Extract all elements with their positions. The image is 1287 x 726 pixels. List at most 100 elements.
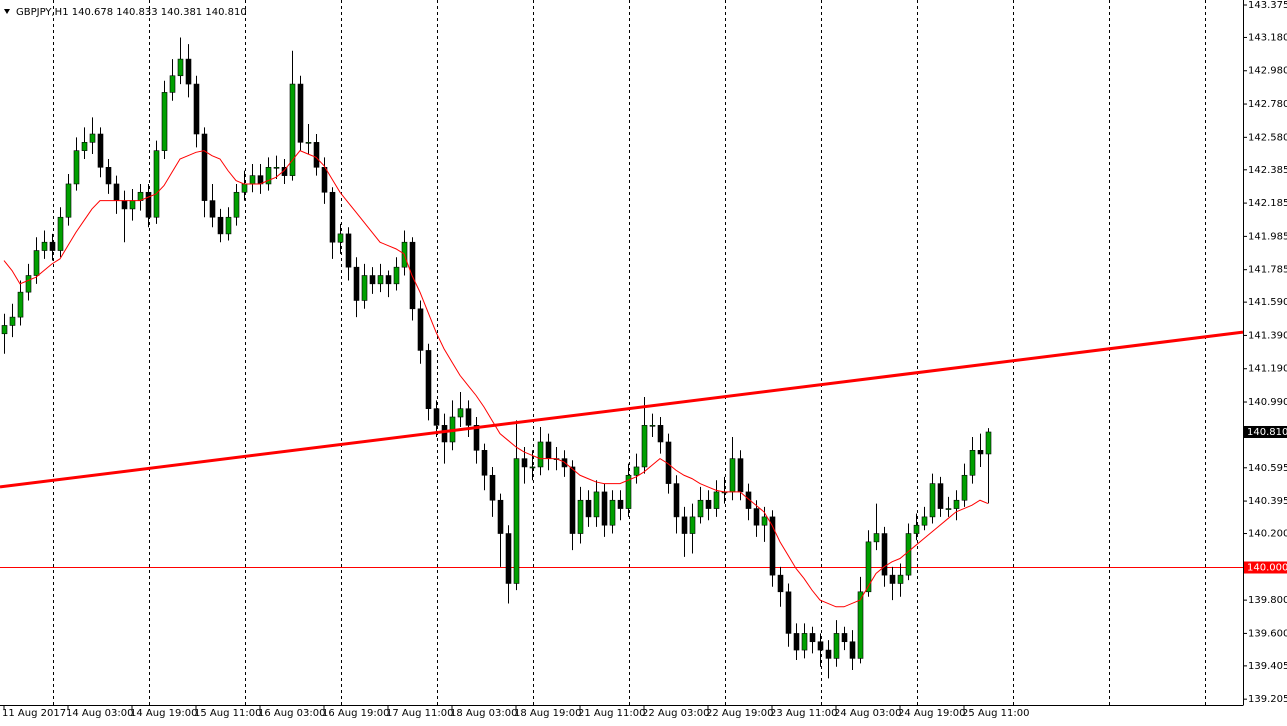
x-tick-label: 14 Aug 19:00 (130, 708, 197, 719)
x-tick-label: 16 Aug 03:00 (258, 708, 325, 719)
candle-body (913, 524, 920, 534)
candle-body (161, 92, 168, 151)
candle-body (25, 275, 32, 293)
x-tick-label: 25 Aug 11:00 (962, 708, 1029, 719)
candle-body (177, 58, 184, 77)
candle-body (657, 425, 664, 443)
y-tick-label: 139.800 (1248, 595, 1287, 606)
candle-body (393, 266, 400, 285)
candle-body (785, 591, 792, 634)
candle-body (425, 350, 432, 409)
candle-body (281, 167, 288, 176)
candle-body (825, 649, 832, 659)
candle-body (9, 316, 16, 326)
y-tick-label: 142.780 (1248, 99, 1287, 110)
candle-body (545, 441, 552, 459)
candle-body (17, 291, 24, 318)
candle-body (729, 458, 736, 493)
y-tick-label: 140.395 (1248, 496, 1287, 507)
candle-body (841, 633, 848, 643)
candle-body (649, 425, 656, 427)
candle-body (809, 633, 816, 643)
candle-body (369, 275, 376, 285)
x-tick-label: 17 Aug 11:00 (386, 708, 453, 719)
y-tick-label: 141.590 (1248, 297, 1287, 308)
candle-body (113, 183, 120, 201)
candle-body (633, 466, 640, 476)
candle-body (145, 191, 152, 218)
level-label-box (1244, 561, 1287, 574)
candle-body (385, 275, 392, 285)
candle-body (601, 491, 608, 526)
candle-body (945, 508, 952, 510)
chart-title: GBPJPY,H1 140.678 140.833 140.381 140.81… (16, 7, 247, 18)
candle-body (889, 574, 896, 584)
candle-body (873, 533, 880, 543)
x-tick-label: 14 Aug 03:00 (66, 708, 133, 719)
x-tick-label: 24 Aug 19:00 (898, 708, 965, 719)
x-tick-label: 22 Aug 19:00 (706, 708, 773, 719)
x-tick-label: 21 Aug 11:00 (578, 708, 645, 719)
candle-body (353, 266, 360, 301)
y-tick-label: 141.785 (1248, 265, 1287, 276)
candle-body (953, 499, 960, 509)
y-tick-label: 141.985 (1248, 231, 1287, 242)
candle-body (233, 191, 240, 218)
trend-line (0, 330, 1244, 489)
candle-body (1, 325, 8, 335)
candle-body (41, 241, 48, 251)
candle-body (937, 483, 944, 509)
y-tick-label: 140.200 (1248, 529, 1287, 540)
y-tick-label: 141.390 (1248, 330, 1287, 341)
last-price-box (1244, 425, 1287, 438)
candle-body (481, 450, 488, 476)
candle-body (297, 83, 304, 143)
candle-body (33, 250, 40, 276)
y-tick-label: 142.385 (1248, 165, 1287, 176)
y-tick-label: 143.180 (1248, 32, 1287, 43)
candle-body (881, 533, 888, 576)
candle-body (361, 275, 368, 301)
candle-body (441, 425, 448, 443)
last-price-label: 140.810 (1247, 427, 1287, 438)
candle-body (625, 474, 632, 509)
candle-body (753, 508, 760, 526)
x-tick-label: 18 Aug 19:00 (514, 708, 581, 719)
candle-body (705, 499, 712, 509)
candle-body (833, 633, 840, 659)
candle-body (105, 167, 112, 185)
candle-body (457, 408, 464, 418)
candle-body (985, 431, 992, 455)
y-tick-label: 139.405 (1248, 661, 1287, 672)
menu-arrow (4, 9, 10, 14)
candle-body (737, 458, 744, 493)
y-tick-label: 140.990 (1248, 397, 1287, 408)
y-tick-label: 142.980 (1248, 66, 1287, 77)
candle-body (65, 183, 72, 218)
x-tick-label: 24 Aug 03:00 (834, 708, 901, 719)
candle-body (529, 466, 536, 469)
candle-body (505, 533, 512, 584)
candle-body (241, 183, 248, 193)
candle-body (49, 241, 56, 251)
candle-body (777, 574, 784, 593)
candle-body (289, 83, 296, 176)
candle-body (321, 167, 328, 193)
y-tick-label: 142.185 (1248, 198, 1287, 209)
candle-body (153, 150, 160, 218)
candle-body (577, 499, 584, 534)
x-tick-label: 22 Aug 03:00 (642, 708, 709, 719)
candle-body (329, 191, 336, 243)
candle-body (193, 83, 200, 135)
x-tick-label: 18 Aug 03:00 (450, 708, 517, 719)
candle-body (921, 516, 928, 526)
candle-body (609, 499, 616, 526)
candle-body (417, 308, 424, 351)
candle-body (817, 641, 824, 651)
candle-body (689, 516, 696, 534)
y-tick-label: 139.600 (1248, 628, 1287, 639)
candle-body (209, 200, 216, 218)
candle-body (473, 425, 480, 451)
candle-body (97, 133, 104, 168)
